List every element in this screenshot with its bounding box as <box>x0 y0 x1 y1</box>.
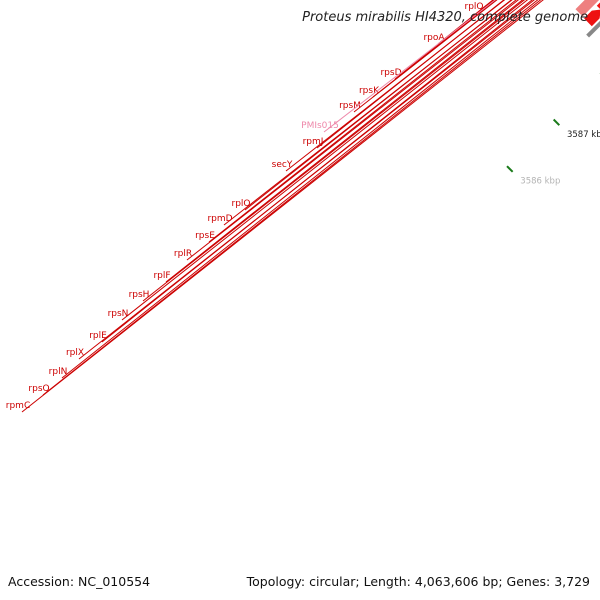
callout-line <box>353 0 498 113</box>
callout-line <box>21 0 544 413</box>
gene-label-rplq: rplQ <box>465 2 484 12</box>
gene-label-rpsd: rpsD <box>380 68 401 78</box>
gene-label-rplf: rplF <box>153 271 170 281</box>
gene-label-rpsk: rpsK <box>359 86 380 96</box>
cds-arrow <box>596 2 600 9</box>
gene-label-rpsh: rpsH <box>129 290 150 300</box>
gene-label-rpsq: rpsQ <box>28 384 49 394</box>
topology-summary: Topology: circular; Length: 4,063,606 bp… <box>246 574 590 589</box>
callout-line <box>42 0 542 396</box>
gene-label-rplo: rplO <box>232 199 251 209</box>
callout-line <box>223 0 513 226</box>
callout-line <box>142 0 526 302</box>
gene-label-rpln: rplN <box>49 367 68 377</box>
tick-layer <box>506 73 600 173</box>
callout-line <box>186 0 520 261</box>
gene-label-rpmj: rpmJ <box>303 137 324 147</box>
label-layer: 3595 kbp3594 kbp3593 kbp3592 kbp3591 kbp… <box>6 0 600 413</box>
kbp-label: 3586 kbp <box>520 176 560 186</box>
gene-label-rpse: rpsE <box>195 231 215 241</box>
kbp-label: 3587 kbp <box>567 130 600 140</box>
gene-label-rpmc: rpmC <box>6 401 30 411</box>
callout-line <box>78 0 535 360</box>
kbp-tick-mark <box>552 118 561 126</box>
gene-box <box>574 0 600 18</box>
callout-line <box>165 0 524 283</box>
gene-label-rpsn: rpsN <box>108 309 129 319</box>
accession-text: Accession: NC_010554 <box>8 574 151 589</box>
gene-label-rplr: rplR <box>174 249 192 259</box>
callout-line <box>285 0 506 172</box>
gene-label-rple: rplE <box>89 331 107 341</box>
gene-label-rpmd: rpmD <box>207 214 232 224</box>
callout-line <box>101 0 533 343</box>
gene-label-rpsm: rpsM <box>339 101 361 111</box>
callout-line <box>61 0 539 379</box>
genome-title: Proteus mirabilis HI4320, complete genom… <box>302 10 588 25</box>
kbp-tick-mark <box>506 165 514 173</box>
callout-line <box>323 0 496 133</box>
cds-arrow <box>584 9 600 27</box>
gene-label-rpoa: rpoA <box>423 33 445 43</box>
gene-label-rplx: rplX <box>66 348 84 358</box>
callout-line <box>208 0 517 243</box>
gene-label-pmis015: PMIs015 <box>301 121 339 131</box>
callout-line <box>121 0 529 321</box>
feature-layer <box>574 0 600 27</box>
gene-label-secy: secY <box>272 160 293 170</box>
